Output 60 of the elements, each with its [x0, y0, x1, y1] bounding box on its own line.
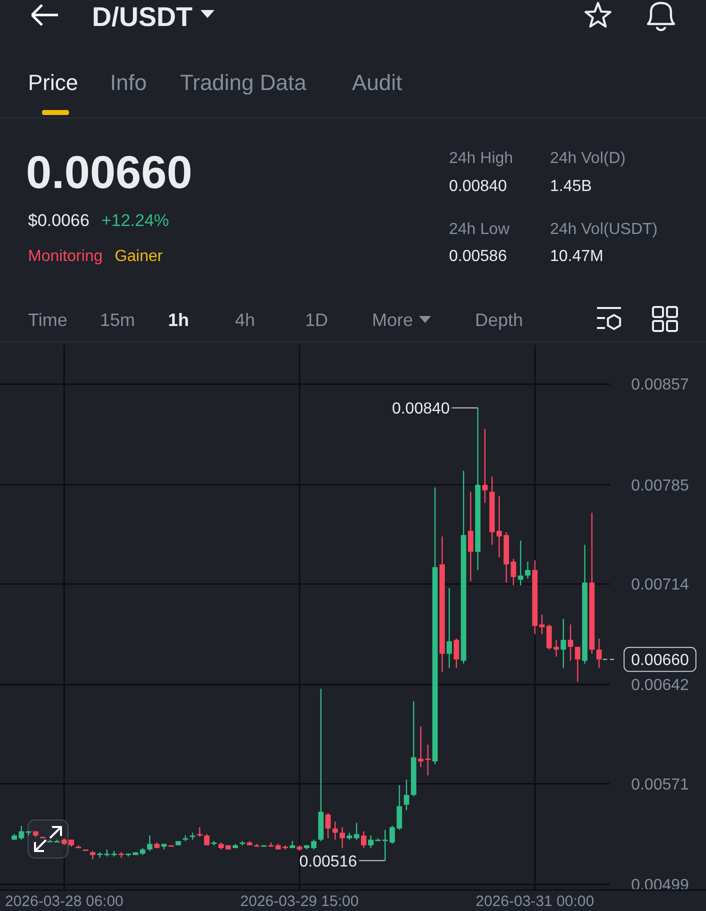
text: 1D: [305, 310, 328, 330]
text: 24h High: [449, 150, 514, 167]
candlestick: [539, 614, 545, 635]
text: $0.0066: [28, 211, 90, 230]
candlestick: [468, 491, 474, 582]
y-tick-label: 0.00785: [631, 477, 690, 494]
annotation: 0.00840: [392, 400, 450, 418]
ref-line-label: 0.00660: [631, 652, 690, 670]
x-tick-label: 2026-03-29 15:00: [240, 893, 359, 910]
text: 1h: [168, 310, 190, 330]
y-tick-label: 0.00857: [631, 376, 690, 394]
candlestick: [525, 561, 530, 579]
text: Monitoring: [28, 248, 103, 265]
text: 24h Vol(USDT): [550, 221, 658, 238]
candlestick: [518, 540, 524, 586]
y-tick-label: 0.00571: [631, 776, 690, 794]
candlestick: [446, 588, 452, 668]
candlestick: [204, 834, 210, 846]
text: Price: [28, 70, 78, 95]
candlestick: [340, 826, 346, 849]
text: 0.00586: [449, 248, 507, 265]
candlestick: [147, 834, 152, 852]
candlestick: [510, 558, 516, 586]
candlestick: [360, 830, 366, 849]
candlestick: [354, 822, 360, 840]
annotation: 0.00516: [299, 853, 358, 870]
text: Gainer: [114, 248, 164, 265]
candlestick: [90, 850, 96, 860]
y-tick-label: 0.00642: [631, 677, 690, 694]
candlestick: [568, 624, 574, 662]
text: 4h: [235, 310, 256, 330]
text: 0.00840: [449, 178, 507, 195]
x-tick-label: 2026-03-28 06:00: [4, 893, 124, 910]
y-tick-label: 0.00714: [631, 576, 690, 594]
text: Info: [110, 70, 147, 95]
x-tick-label: 2026-03-31 00:00: [476, 893, 594, 910]
candlestick: [560, 618, 566, 668]
text: More: [372, 310, 414, 330]
text: 24h Low: [449, 221, 510, 238]
y-tick-label: 0.00499: [631, 877, 690, 894]
candlestick: [332, 820, 338, 840]
candlestick: [574, 646, 580, 682]
candlestick: [196, 826, 202, 838]
candlestick: [596, 638, 602, 668]
text: Audit: [352, 70, 402, 95]
text: 10.47M: [550, 248, 604, 265]
text: 0.00660: [26, 146, 192, 198]
candlestick: [325, 812, 331, 839]
chart-title: D/USDT: [92, 2, 194, 32]
text: Trading Data: [180, 70, 308, 95]
text: Depth: [475, 310, 524, 330]
text: Time: [28, 310, 68, 330]
candlestick: [454, 638, 460, 668]
text: 15m: [100, 310, 136, 330]
candlestick: [482, 428, 488, 504]
text: 24h Vol(D): [550, 150, 626, 167]
candlestick: [404, 779, 410, 811]
candlestick: [368, 834, 374, 849]
text: +12.24%: [101, 211, 170, 230]
text: 1.45B: [550, 178, 592, 195]
